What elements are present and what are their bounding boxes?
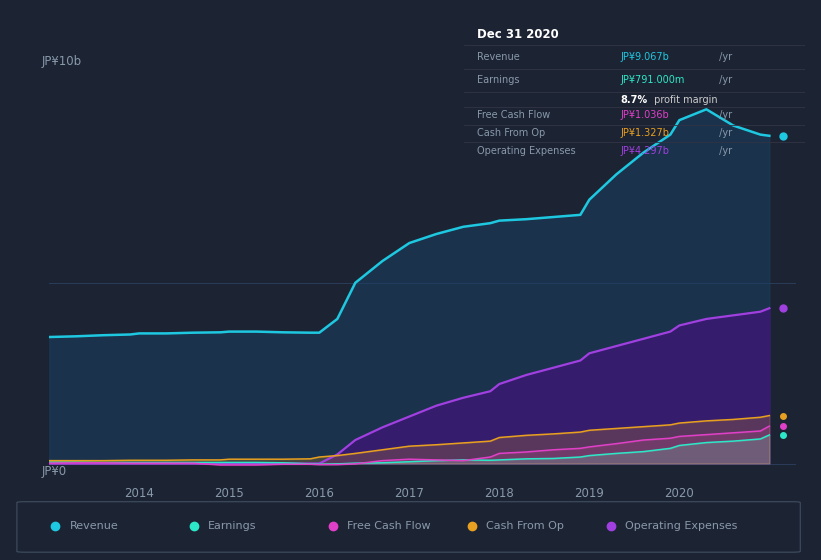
- Text: JP¥10b: JP¥10b: [42, 55, 82, 68]
- Text: Operating Expenses: Operating Expenses: [478, 146, 576, 156]
- Text: Cash From Op: Cash From Op: [486, 521, 564, 531]
- Text: Earnings: Earnings: [209, 521, 257, 531]
- Text: /yr: /yr: [716, 52, 732, 62]
- Text: Revenue: Revenue: [70, 521, 118, 531]
- Text: JP¥1.036b: JP¥1.036b: [621, 110, 669, 120]
- Text: /yr: /yr: [716, 128, 732, 138]
- Text: JP¥791.000m: JP¥791.000m: [621, 76, 685, 85]
- Text: JP¥4.297b: JP¥4.297b: [621, 146, 670, 156]
- Text: Cash From Op: Cash From Op: [478, 128, 546, 138]
- Text: Operating Expenses: Operating Expenses: [625, 521, 737, 531]
- Text: Free Cash Flow: Free Cash Flow: [347, 521, 431, 531]
- Text: /yr: /yr: [716, 110, 732, 120]
- Text: Revenue: Revenue: [478, 52, 521, 62]
- Text: /yr: /yr: [716, 146, 732, 156]
- Text: JP¥9.067b: JP¥9.067b: [621, 52, 669, 62]
- Text: Dec 31 2020: Dec 31 2020: [478, 28, 559, 41]
- Text: profit margin: profit margin: [651, 95, 718, 105]
- Text: 8.7%: 8.7%: [621, 95, 648, 105]
- Text: JP¥1.327b: JP¥1.327b: [621, 128, 670, 138]
- Text: Free Cash Flow: Free Cash Flow: [478, 110, 551, 120]
- Text: /yr: /yr: [716, 76, 732, 85]
- Text: JP¥0: JP¥0: [42, 465, 67, 478]
- Text: Earnings: Earnings: [478, 76, 520, 85]
